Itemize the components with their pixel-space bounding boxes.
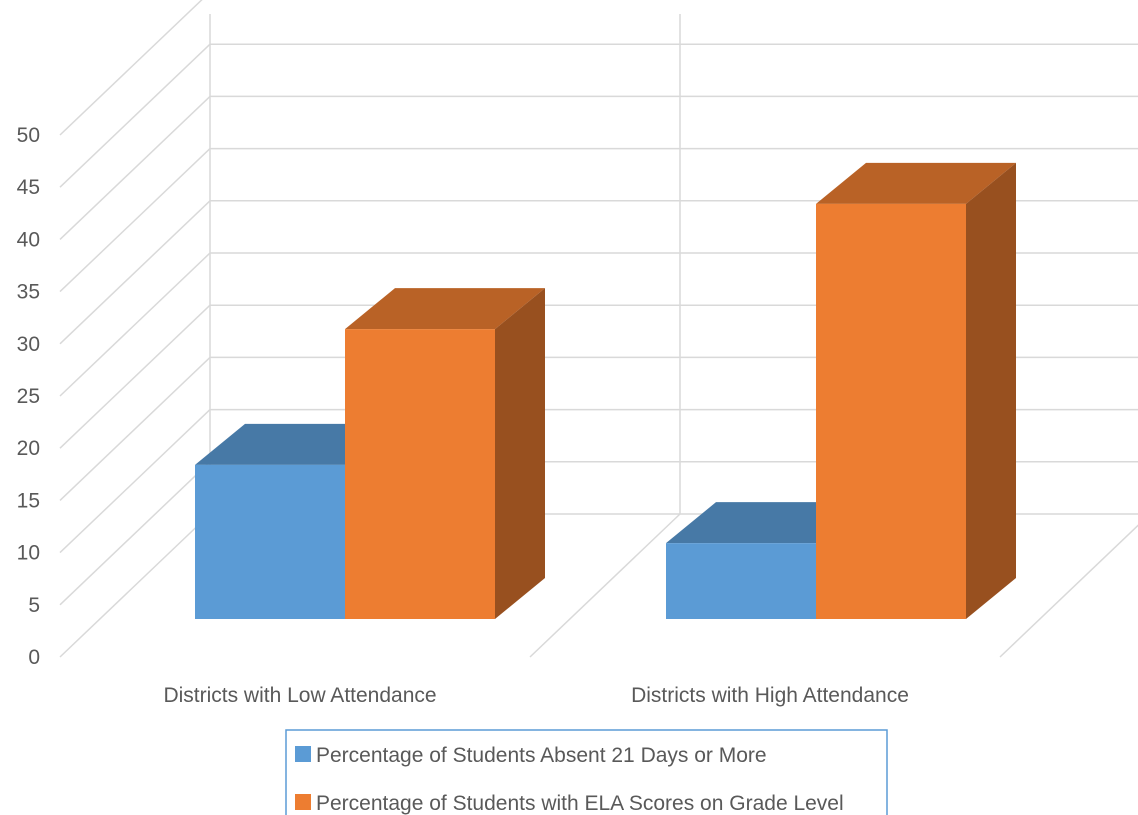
gridline-side [59, 304, 211, 449]
legend-entry: Percentage of Students with ELA Scores o… [316, 792, 844, 815]
y-axis: 0 5 10 15 20 25 30 35 40 45 50 [17, 124, 40, 669]
legend: Percentage of Students Absent 21 Days or… [285, 729, 888, 815]
x-tick-label: Districts with Low Attendance [163, 684, 436, 707]
y-tick-label: 35 [17, 281, 40, 304]
gridline-side [59, 461, 211, 606]
gridline-side [59, 148, 211, 293]
category-axis: Districts with Low Attendance Districts w… [163, 684, 908, 707]
y-tick-label: 5 [28, 594, 40, 617]
bar-side-face [966, 162, 1016, 619]
gridline-side [59, 0, 203, 136]
legend-entry: Percentage of Students Absent 21 Days or… [316, 744, 767, 767]
bar [345, 288, 545, 619]
bars [195, 162, 1016, 619]
gridline-side [59, 43, 211, 188]
gridline-side [59, 95, 211, 240]
y-tick-label: 45 [17, 176, 40, 199]
y-tick-label: 20 [17, 437, 40, 460]
gridline-side [59, 200, 211, 345]
y-tick-label: 40 [17, 228, 40, 251]
floor-depth-line [999, 524, 1138, 658]
bar-front-face [195, 464, 345, 619]
legend-swatch [295, 794, 311, 810]
gridline-side [59, 252, 211, 397]
bar-top-face [345, 288, 545, 330]
y-tick-label: 15 [17, 489, 40, 512]
y-tick-label: 30 [17, 333, 40, 356]
y-tick-label: 10 [17, 542, 40, 565]
legend-box [285, 729, 888, 815]
legend-swatch [295, 746, 311, 762]
gridline-side [59, 409, 211, 554]
bar-side-face [495, 288, 545, 619]
y-tick-label: 50 [17, 124, 40, 147]
y-tick-label: 0 [28, 646, 40, 669]
bar [816, 162, 1016, 619]
bar-front-face [345, 329, 495, 619]
gridline-side [59, 356, 211, 501]
gridline-side [59, 513, 211, 658]
bar-top-face [816, 162, 1016, 204]
floor-depth-line [529, 513, 681, 658]
bar-front-face [816, 203, 966, 619]
bar-front-face [666, 543, 816, 619]
y-tick-label: 25 [17, 385, 40, 408]
x-tick-label: Districts with High Attendance [631, 684, 909, 707]
